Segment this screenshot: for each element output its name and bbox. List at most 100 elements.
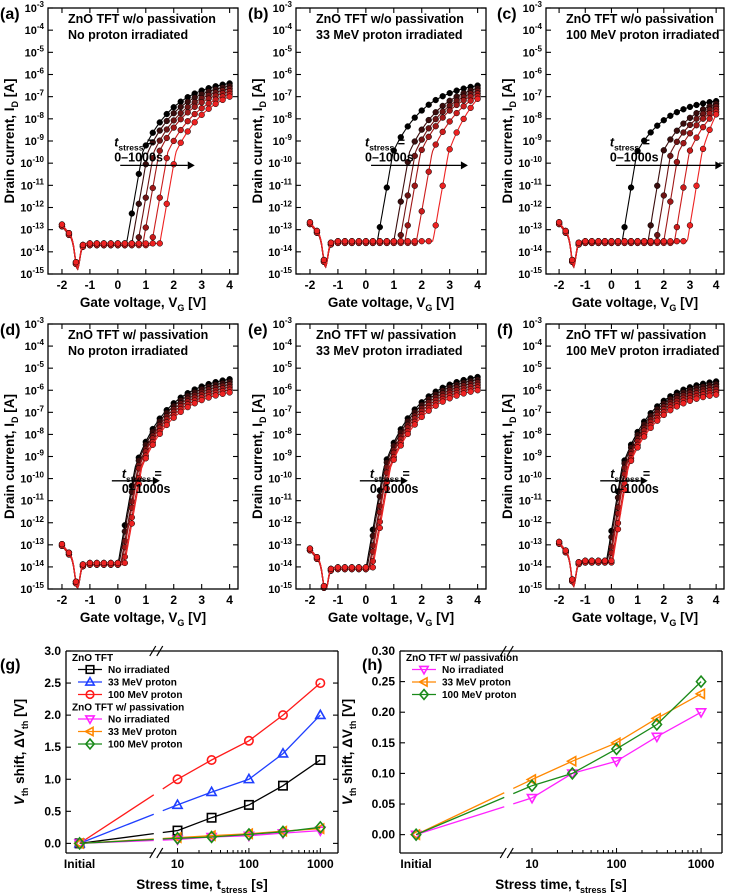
y-axis-label-sub: th (20, 788, 30, 797)
y-tick-exponent: -3 (37, 0, 45, 9)
y-tick-exponent: -6 (535, 382, 543, 391)
transfer-curve-point (418, 126, 425, 133)
transfer-curve-point (425, 125, 432, 132)
y-axis-label-text: Drain current, I (2, 107, 17, 203)
transfer-curve-point (156, 137, 163, 144)
y-tick-label: 10-10 (20, 155, 44, 170)
transfer-curve-point (432, 116, 439, 123)
y-axis-label-text: Drain current, I (2, 423, 17, 519)
y-tick-exponent: -8 (535, 111, 543, 120)
transfer-curve-point (334, 564, 342, 571)
legend-marker (84, 715, 96, 725)
transfer-curve-point (65, 549, 73, 556)
data-point (243, 799, 254, 810)
y-axis-label-v: V (12, 795, 27, 805)
x-tick-label: 3 (687, 278, 694, 292)
y-tick-exponent: -13 (530, 537, 542, 546)
transfer-curve-point (86, 240, 94, 247)
stress-label-sub: stress (369, 142, 394, 152)
transfer-curve-point (184, 118, 191, 125)
panel-title-line1: ZnO TFT w/ passivation (68, 328, 208, 342)
y-tick-exponent: -11 (33, 177, 45, 186)
y-tick-exponent: -10 (280, 471, 292, 480)
y-tick-base: 10 (518, 247, 530, 259)
y-tick-exponent: -5 (535, 360, 543, 369)
series-line (79, 794, 155, 844)
x-axis-label: Gate voltage, VG [V] (328, 295, 454, 313)
transfer-curve-point (582, 557, 589, 564)
x-axis-label-sub: G (425, 618, 432, 628)
transfer-curve-point (439, 182, 446, 189)
y-axis-label-sub: D (508, 416, 518, 423)
legend-marker (85, 664, 95, 675)
y-tick-exponent: -5 (535, 44, 543, 53)
y-tick-label: 10-15 (518, 581, 542, 596)
transfer-curve-point (376, 238, 383, 245)
y-tick-base: 10 (523, 385, 535, 397)
transfer-curve-point (614, 238, 622, 245)
transfer-curve-point (673, 223, 681, 231)
stress-label-t: t (370, 467, 375, 481)
transfer-curve-point (404, 192, 411, 199)
vth-shift-panel-h: 0.00 0.05 0.10 0.15 0.20 0.25 0.30 Initial 10 100… (340, 644, 723, 895)
y-tick-label: 10-4 (273, 338, 293, 353)
transfer-curve-point (595, 557, 602, 564)
axis-break-mark (506, 847, 514, 859)
y-tick-exponent: -7 (535, 404, 543, 413)
y-axis-label-text: Drain current, I (500, 107, 515, 203)
transfer-curve-point (411, 421, 418, 428)
transfer-curve-point (432, 109, 439, 116)
stress-label-t: t (114, 135, 119, 149)
transfer-curve-point (79, 241, 87, 249)
transfer-curve-point (411, 152, 418, 160)
transfer-curve-point (453, 101, 460, 109)
y-tick-base: 10 (20, 562, 32, 574)
y-tick-label: 3.0 (44, 644, 61, 658)
transfer-panel-b: -2 -1 0 1 2 3 410-1510-1410-1310-1210-1110-101… (250, 0, 487, 313)
x-axis-label-text: Gate voltage, V (572, 295, 670, 310)
transfer-curve-point (686, 103, 694, 111)
y-tick-label: 10-3 (25, 316, 45, 331)
stress-label: tstress = (365, 135, 405, 152)
y-tick-exponent: -12 (280, 515, 292, 524)
stress-label-eq: = (394, 135, 405, 149)
x-tick-label: 4 (226, 278, 233, 292)
x-axis-label: Stress time, tstress [s] (136, 877, 268, 895)
y-tick-base: 10 (25, 92, 37, 104)
y-tick-base: 10 (268, 269, 280, 281)
transfer-curve-point (467, 104, 474, 112)
panel-label: (b) (248, 6, 268, 23)
stress-label-sub: stress (614, 474, 639, 484)
y-tick-base: 10 (20, 584, 32, 596)
stress-label-t: t (122, 467, 127, 481)
y-tick-base: 10 (25, 319, 37, 331)
x-tick-label: 1000 (307, 857, 334, 871)
transfer-curve-point (425, 101, 432, 108)
stress-label-sub: stress (118, 142, 143, 152)
transfer-curve-point (58, 221, 66, 228)
transfer-curve-point (425, 407, 432, 414)
transfer-curve-point (608, 557, 615, 564)
y-tick-exponent: -14 (530, 559, 542, 568)
transfer-curve-point (425, 133, 432, 140)
y-tick-base: 10 (273, 92, 285, 104)
y-tick-label: 10-14 (268, 244, 292, 259)
y-tick-exponent: -15 (32, 581, 44, 590)
transfer-curve-point (667, 198, 674, 205)
x-tick-label: 4 (713, 278, 720, 292)
y-axis-label-sub2: th (20, 721, 30, 730)
plot-frame (545, 323, 725, 590)
x-tick-label: 2 (170, 278, 177, 292)
transfer-curve-point (306, 219, 314, 226)
transfer-curve-point (641, 238, 648, 245)
y-axis-label: Drain current, ID [A] (2, 78, 20, 203)
data-point (243, 827, 255, 842)
y-tick-base: 10 (523, 92, 535, 104)
y-tick-exponent: -13 (280, 537, 292, 546)
stress-arrow-head (460, 161, 468, 170)
y-tick-label: 10-8 (25, 426, 45, 441)
y-tick-base: 10 (273, 319, 285, 331)
y-tick-exponent: -13 (280, 222, 292, 231)
transfer-curve-point (582, 238, 589, 245)
transfer-curve-point (72, 578, 80, 585)
